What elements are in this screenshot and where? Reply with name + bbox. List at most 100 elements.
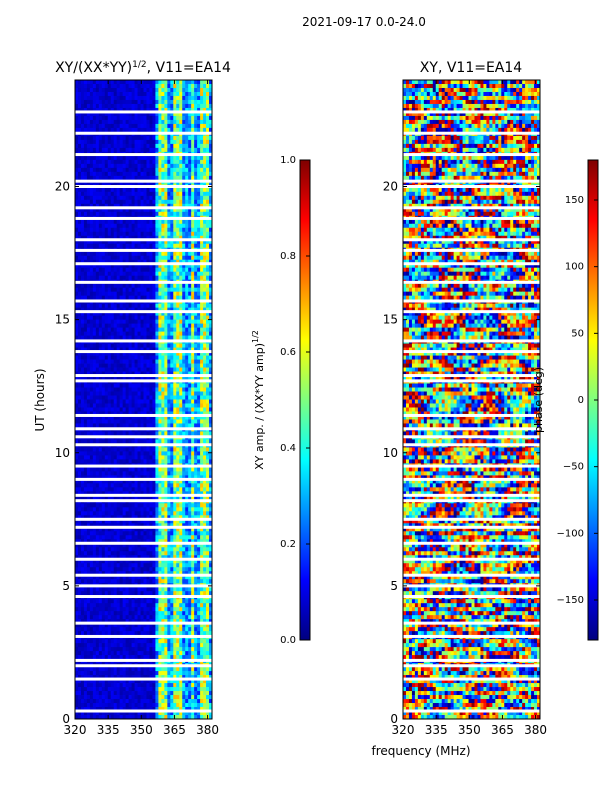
amplitude-cell bbox=[128, 111, 132, 117]
amplitude-cell bbox=[77, 487, 82, 492]
amplitude-cell bbox=[158, 503, 162, 508]
amplitude-cell bbox=[170, 219, 174, 225]
amplitude-cell bbox=[137, 107, 141, 113]
amplitude-cell bbox=[116, 175, 121, 181]
amplitude-cell bbox=[161, 419, 165, 424]
amplitude-cell bbox=[149, 119, 153, 125]
amplitude-cell bbox=[152, 227, 156, 233]
amplitude-cell bbox=[197, 227, 201, 233]
amplitude-cell bbox=[110, 327, 115, 332]
amplitude-cell bbox=[161, 195, 165, 201]
amplitude-cell bbox=[113, 495, 118, 500]
amplitude-cell bbox=[194, 431, 198, 436]
amplitude-cell bbox=[188, 275, 192, 281]
amplitude-cell bbox=[80, 235, 85, 241]
amplitude-cell bbox=[77, 315, 82, 321]
amplitude-cell bbox=[170, 363, 174, 368]
amplitude-cell bbox=[167, 343, 171, 348]
amplitude-cell bbox=[185, 91, 189, 97]
amplitude-cell bbox=[203, 115, 207, 121]
amplitude-cell bbox=[107, 255, 112, 261]
amplitude-cell bbox=[149, 107, 153, 113]
amplitude-cell bbox=[179, 307, 183, 313]
amplitude-cell bbox=[75, 191, 79, 197]
amplitude-cell bbox=[134, 259, 138, 265]
amplitude-cell bbox=[167, 375, 171, 380]
amplitude-cell bbox=[122, 431, 127, 436]
amplitude-cell bbox=[92, 343, 97, 348]
amplitude-cell bbox=[104, 191, 109, 197]
amplitude-cell bbox=[167, 503, 171, 508]
amplitude-cell bbox=[77, 387, 82, 392]
amplitude-cell bbox=[104, 91, 109, 97]
amplitude-cell bbox=[140, 311, 144, 317]
amplitude-cell bbox=[200, 303, 204, 309]
amplitude-cell bbox=[86, 387, 91, 392]
amplitude-cell bbox=[104, 323, 109, 329]
amplitude-cell bbox=[194, 491, 198, 496]
amplitude-cell bbox=[98, 479, 103, 484]
amplitude-cell bbox=[197, 127, 201, 133]
amplitude-cell bbox=[173, 163, 177, 169]
amplitude-cell bbox=[164, 507, 168, 512]
amplitude-cell bbox=[152, 423, 156, 428]
amplitude-cell bbox=[191, 475, 195, 480]
amplitude-cell bbox=[146, 223, 150, 229]
amplitude-cell bbox=[101, 399, 106, 404]
amplitude-cell bbox=[107, 455, 112, 460]
amplitude-cell bbox=[75, 111, 79, 117]
amplitude-cell bbox=[77, 275, 82, 281]
amplitude-cell bbox=[170, 267, 174, 273]
amplitude-cell bbox=[131, 295, 135, 301]
amplitude-cell bbox=[203, 455, 207, 460]
amplitude-cell bbox=[206, 207, 210, 213]
amplitude-cell bbox=[131, 107, 135, 113]
amplitude-cell bbox=[104, 127, 109, 133]
amplitude-cell bbox=[185, 255, 189, 261]
amplitude-cell bbox=[137, 199, 141, 205]
amplitude-cell bbox=[83, 175, 88, 181]
amplitude-cell bbox=[200, 263, 204, 269]
amplitude-cell bbox=[113, 507, 118, 512]
amplitude-cell bbox=[92, 107, 97, 113]
amplitude-cell bbox=[146, 399, 150, 404]
amplitude-cell bbox=[152, 143, 156, 149]
amplitude-cell bbox=[116, 203, 121, 209]
amplitude-cell bbox=[101, 219, 106, 225]
amplitude-cell bbox=[125, 87, 130, 93]
amplitude-cell bbox=[146, 491, 150, 496]
amplitude-cell bbox=[152, 171, 156, 177]
amplitude-cell bbox=[146, 479, 150, 484]
amplitude-cell bbox=[191, 95, 195, 101]
amplitude-cell bbox=[80, 283, 85, 289]
amplitude-cell bbox=[206, 99, 210, 105]
amplitude-cell bbox=[191, 507, 195, 512]
amplitude-cell bbox=[89, 315, 94, 321]
amplitude-cell bbox=[209, 311, 213, 317]
amplitude-cell bbox=[164, 163, 168, 169]
amplitude-cell bbox=[128, 287, 132, 293]
amplitude-cell bbox=[155, 255, 159, 261]
amplitude-cell bbox=[149, 80, 153, 85]
amplitude-cell bbox=[158, 419, 162, 424]
amplitude-cell bbox=[149, 407, 153, 412]
amplitude-cell bbox=[125, 147, 130, 153]
amplitude-cell bbox=[200, 307, 204, 313]
amplitude-cell bbox=[176, 395, 180, 400]
amplitude-cell bbox=[194, 203, 198, 209]
amplitude-cell bbox=[95, 83, 100, 89]
amplitude-cell bbox=[116, 447, 121, 452]
amplitude-cell bbox=[158, 479, 162, 484]
amplitude-cell bbox=[173, 147, 177, 153]
amplitude-cell bbox=[92, 311, 97, 317]
amplitude-cell bbox=[104, 80, 109, 85]
amplitude-cell bbox=[75, 159, 79, 165]
amplitude-cell bbox=[116, 311, 121, 317]
amplitude-cell bbox=[125, 207, 130, 213]
amplitude-cell bbox=[155, 335, 159, 340]
amplitude-cell bbox=[75, 467, 79, 472]
amplitude-cell bbox=[98, 343, 103, 348]
amplitude-cell bbox=[80, 407, 85, 412]
amplitude-cell bbox=[167, 403, 171, 408]
amplitude-cell bbox=[155, 363, 159, 368]
